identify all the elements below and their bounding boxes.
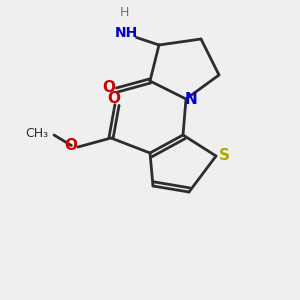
Text: CH₃: CH₃: [26, 127, 49, 140]
Text: O: O: [107, 91, 121, 106]
Text: NH: NH: [114, 26, 138, 40]
Text: S: S: [219, 148, 230, 164]
Text: N: N: [185, 92, 198, 106]
Text: O: O: [64, 138, 77, 153]
Text: H: H: [120, 5, 129, 19]
Text: O: O: [102, 80, 115, 95]
